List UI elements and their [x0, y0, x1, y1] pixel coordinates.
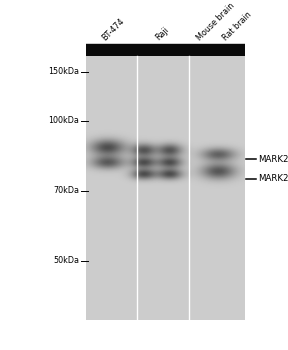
- Bar: [86, 44, 245, 56]
- Text: MARK2: MARK2: [258, 155, 288, 164]
- Text: Mouse brain: Mouse brain: [195, 1, 236, 42]
- Text: 150kDa: 150kDa: [48, 67, 79, 76]
- Text: 100kDa: 100kDa: [48, 116, 79, 125]
- Text: 70kDa: 70kDa: [53, 186, 79, 195]
- Text: Raji: Raji: [154, 25, 170, 42]
- Text: Rat brain: Rat brain: [221, 10, 253, 42]
- Text: 50kDa: 50kDa: [53, 256, 79, 265]
- Text: MARK2: MARK2: [258, 174, 288, 183]
- Text: BT-474: BT-474: [100, 16, 126, 42]
